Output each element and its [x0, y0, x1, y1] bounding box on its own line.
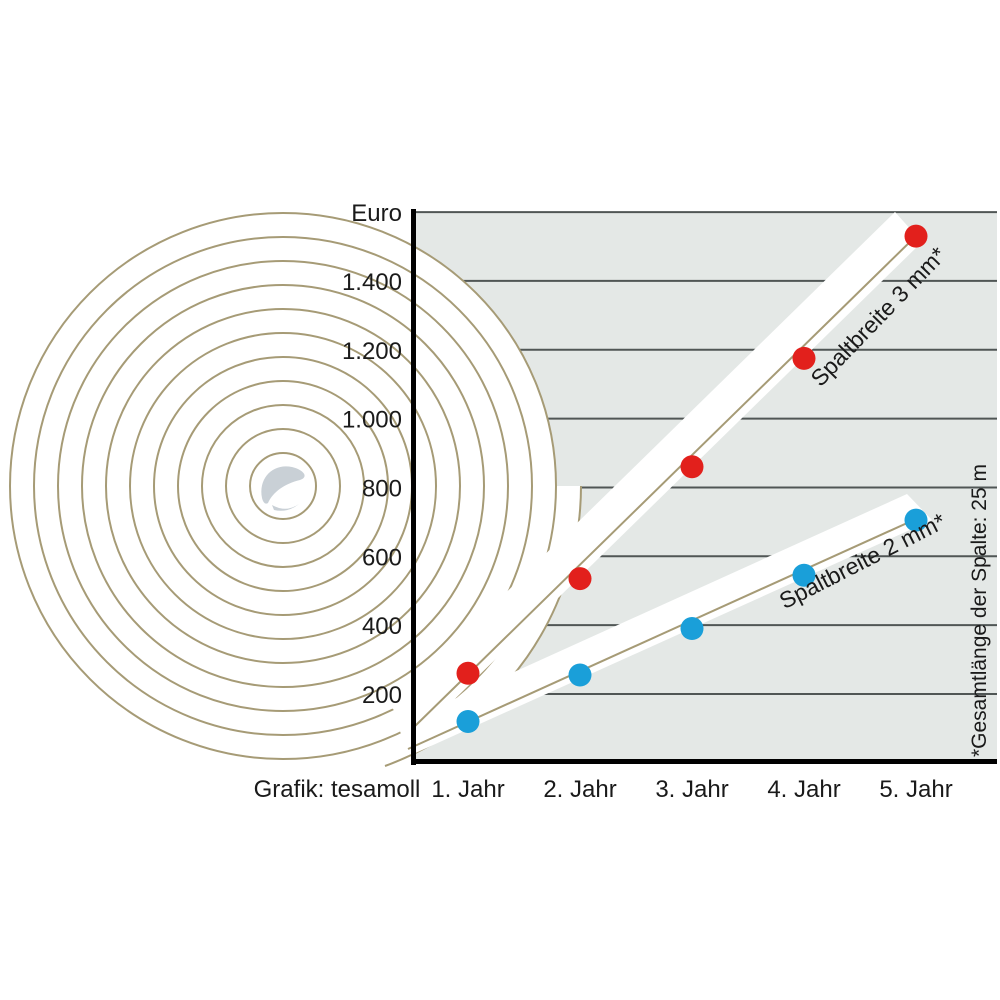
x-category-label: 5. Jahr — [879, 776, 952, 803]
spiral-ring — [249, 452, 317, 520]
tape-edge-3mm — [411, 235, 917, 730]
credit-label: Grafik: tesamoll — [254, 776, 421, 803]
y-axis-unit-label: Euro — [351, 200, 402, 227]
data-point — [568, 663, 592, 687]
tape-band-3mm — [390, 212, 922, 735]
data-point — [792, 346, 816, 370]
data-point — [904, 508, 928, 532]
y-tick-label: 200 — [362, 682, 402, 709]
y-tick-label: 800 — [362, 475, 402, 502]
y-tick-label: 1.200 — [342, 338, 402, 365]
x-category-labels: 1. Jahr 2. Jahr 3. Jahr 4. Jahr 5. Jahr — [431, 776, 952, 803]
axes — [411, 209, 997, 765]
y-tick-label: 600 — [362, 544, 402, 571]
y-tick-labels: 200 400 600 800 1.000 1.200 1.400 — [342, 269, 402, 709]
data-point — [456, 661, 480, 685]
x-category-label: 2. Jahr — [543, 776, 616, 803]
data-point — [568, 567, 592, 591]
spiral-ring — [105, 308, 461, 664]
data-point — [904, 224, 928, 248]
x-category-label: 1. Jahr — [431, 776, 504, 803]
tape-band-edges — [407, 235, 917, 750]
y-tick-label: 1.400 — [342, 269, 402, 296]
spiral-ring — [81, 284, 485, 688]
x-category-label: 4. Jahr — [767, 776, 840, 803]
footnote-total-gap-length: *Gesamtlänge der Spalte: 25 m — [968, 464, 991, 757]
tape-band-2mm — [397, 494, 932, 755]
y-tick-label: 1.000 — [342, 407, 402, 434]
y-tick-label: 400 — [362, 613, 402, 640]
spiral-ring — [225, 428, 341, 544]
x-axis-line — [411, 759, 997, 764]
spiral-ring — [129, 332, 437, 640]
spiral-ring — [201, 404, 365, 568]
data-point — [792, 563, 816, 587]
data-point — [680, 617, 704, 641]
x-category-label: 3. Jahr — [655, 776, 728, 803]
data-point — [680, 455, 704, 479]
y-axis-line — [411, 209, 416, 765]
spiral-ring — [177, 380, 389, 592]
tape-bands — [390, 212, 932, 755]
roll-center-curl-icon — [261, 466, 305, 511]
data-points-3mm — [456, 224, 928, 685]
spiral-ring — [57, 260, 509, 712]
spiral-ring — [33, 236, 533, 736]
tape-edge-2mm — [407, 518, 917, 750]
data-points-2mm — [456, 508, 928, 733]
data-point — [456, 709, 480, 733]
